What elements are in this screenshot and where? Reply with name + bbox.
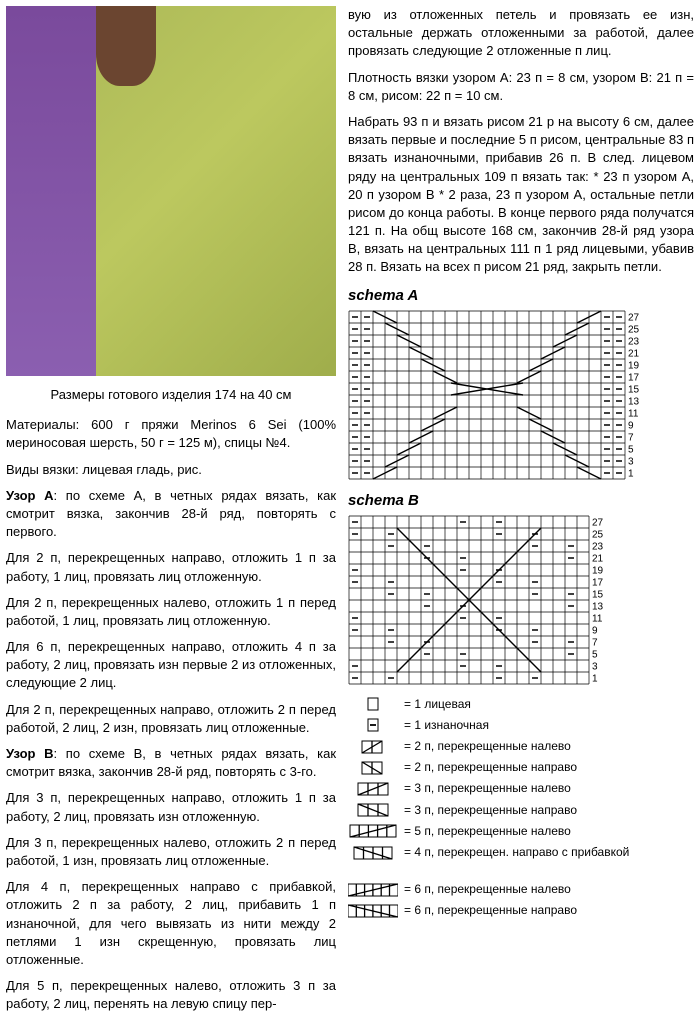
paragraph: Плотность вязки узором А: 23 п = 8 см, у… xyxy=(348,69,694,105)
schema-b-title: schema B xyxy=(348,490,694,511)
legend-row: = 6 п, перекрещенные налево xyxy=(348,880,694,899)
legend-symbol xyxy=(348,761,398,775)
paragraph: Набрать 93 п и вязать рисом 21 р на высо… xyxy=(348,113,694,277)
svg-text:15: 15 xyxy=(592,589,604,600)
legend-row: = 1 изнаночная xyxy=(348,716,694,735)
schema-b-chart: 27252321191715131197531 xyxy=(348,515,658,685)
paragraph: Для 2 п, перекрещенных налево, отложить … xyxy=(6,594,336,630)
paragraph: Для 3 п, перекрещенных направо, отложить… xyxy=(6,789,336,825)
legend-row: = 1 лицевая xyxy=(348,695,694,714)
paragraph: вую из отложенных петель и провязать ее … xyxy=(348,6,694,61)
legend-row: = 2 п, перекрещенные налево xyxy=(348,737,694,756)
paragraph: Для 2 п, перекрещенных направо, отложить… xyxy=(6,701,336,737)
svg-text:25: 25 xyxy=(628,324,640,335)
svg-text:5: 5 xyxy=(628,444,634,455)
legend-text: = 6 п, перекрещенные налево xyxy=(404,880,571,899)
svg-text:25: 25 xyxy=(592,529,604,540)
svg-text:27: 27 xyxy=(592,517,604,528)
paragraph: Материалы: 600 г пряжи Merinos 6 Sei (10… xyxy=(6,416,336,452)
svg-text:17: 17 xyxy=(592,577,604,588)
legend-symbol xyxy=(348,904,398,918)
svg-text:23: 23 xyxy=(628,336,640,347)
legend-symbol xyxy=(348,718,398,732)
legend-row: = 2 п, перекрещенные направо xyxy=(348,758,694,777)
legend-row: = 3 п, перекрещенные направо xyxy=(348,801,694,820)
paragraph: Узор В: по схеме В, в четных рядах вязат… xyxy=(6,745,336,781)
paragraph: Для 6 п, перекрещенных направо, отложить… xyxy=(6,638,336,693)
paragraph: Для 2 п, перекрещенных направо, отложить… xyxy=(6,549,336,585)
legend-row: = 3 п, перекрещенные налево xyxy=(348,779,694,798)
legend-text: = 5 п, перекрещенные налево xyxy=(404,822,571,841)
svg-text:23: 23 xyxy=(592,541,604,552)
legend-text: = 1 лицевая xyxy=(404,695,471,714)
svg-text:17: 17 xyxy=(628,372,640,383)
legend: = 1 лицевая = 1 изнаночная = 2 п, перекрещ… xyxy=(348,695,694,921)
paragraph: Виды вязки: лицевая гладь, рис. xyxy=(6,461,336,479)
legend-symbol xyxy=(348,803,398,817)
legend-row: = 5 п, перекрещенные налево xyxy=(348,822,694,841)
product-photo xyxy=(6,6,336,376)
legend-symbol xyxy=(348,883,398,897)
svg-text:21: 21 xyxy=(628,348,640,359)
schema-a-title: schema A xyxy=(348,285,694,306)
legend-symbol xyxy=(348,697,398,711)
legend-row: = 4 п, перекрещен. направо с прибавкой xyxy=(348,843,694,862)
svg-text:1: 1 xyxy=(592,673,598,684)
legend-symbol xyxy=(348,846,398,860)
svg-text:3: 3 xyxy=(592,661,598,672)
paragraph: Для 4 п, перекрещенных направо с прибавк… xyxy=(6,878,336,969)
right-text-block: вую из отложенных петель и провязать ее … xyxy=(348,6,694,277)
legend-text: = 4 п, перекрещен. направо с прибавкой xyxy=(404,843,629,862)
svg-text:1: 1 xyxy=(628,468,634,479)
svg-text:15: 15 xyxy=(628,384,640,395)
paragraph: Узор А: по схеме А, в четных рядах вязат… xyxy=(6,487,336,542)
svg-text:13: 13 xyxy=(592,601,604,612)
legend-symbol xyxy=(348,782,398,796)
svg-text:11: 11 xyxy=(628,408,639,419)
legend-symbol xyxy=(348,824,398,838)
svg-text:19: 19 xyxy=(628,360,640,371)
svg-text:9: 9 xyxy=(592,625,598,636)
paragraph: Для 3 п, перекрещенных налево, отложить … xyxy=(6,834,336,870)
svg-text:5: 5 xyxy=(592,649,598,660)
legend-symbol xyxy=(348,864,398,878)
svg-text:11: 11 xyxy=(592,613,603,624)
schema-a-chart: 27252321191715131197531 xyxy=(348,310,658,480)
legend-text: = 1 изнаночная xyxy=(404,716,489,735)
legend-symbol xyxy=(348,740,398,754)
svg-text:21: 21 xyxy=(592,553,604,564)
size-caption: Размеры готового изделия 174 на 40 см xyxy=(6,386,336,404)
legend-text: = 6 п, перекрещенные направо xyxy=(404,901,577,920)
svg-text:19: 19 xyxy=(592,565,604,576)
legend-text: = 2 п, перекрещенные налево xyxy=(404,737,571,756)
svg-text:9: 9 xyxy=(628,420,634,431)
svg-text:3: 3 xyxy=(628,456,634,467)
svg-text:27: 27 xyxy=(628,312,640,323)
legend-text: = 3 п, перекрещенные направо xyxy=(404,801,577,820)
paragraph: Для 5 п, перекрещенных налево, отложить … xyxy=(6,977,336,1013)
svg-text:7: 7 xyxy=(592,637,598,648)
legend-row: = 6 п, перекрещенные направо xyxy=(348,901,694,920)
legend-text: = 3 п, перекрещенные налево xyxy=(404,779,571,798)
legend-text: = 2 п, перекрещенные направо xyxy=(404,758,577,777)
svg-text:13: 13 xyxy=(628,396,640,407)
legend-row xyxy=(348,864,694,878)
left-text-block: Материалы: 600 г пряжи Merinos 6 Sei (10… xyxy=(6,416,336,1013)
svg-text:7: 7 xyxy=(628,432,634,443)
